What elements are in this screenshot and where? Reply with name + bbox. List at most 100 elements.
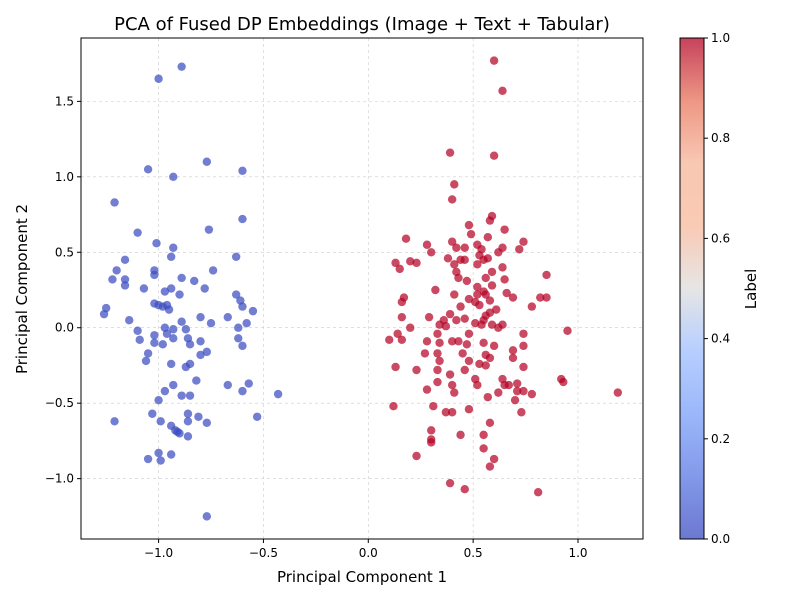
y-tick-label: −0.5 — [45, 396, 74, 410]
scatter-point-label-0 — [150, 270, 159, 280]
scatter-point-label-1 — [464, 329, 474, 338]
scatter-point-label-0 — [238, 166, 247, 175]
scatter-point-label-0 — [252, 412, 262, 421]
scatter-point-label-1 — [412, 258, 421, 268]
scatter-point-label-0 — [143, 165, 153, 174]
plot-frame — [80, 37, 644, 540]
scatter-point-label-1 — [391, 258, 400, 268]
scatter-point-label-1 — [485, 216, 495, 225]
scatter-point-label-0 — [183, 409, 193, 418]
colorbar-tick-label: 0.8 — [711, 131, 730, 145]
scatter-point-label-1 — [447, 195, 457, 204]
scatter-point-label-1 — [385, 335, 394, 345]
scatter-point-label-1 — [427, 248, 436, 257]
scatter-point-label-1 — [460, 243, 469, 252]
scatter-point-label-0 — [164, 305, 174, 314]
scatter-point-label-1 — [479, 430, 488, 440]
scatter-point-label-1 — [479, 444, 488, 453]
scatter-point-label-1 — [460, 255, 469, 265]
scatter-point-label-0 — [202, 418, 212, 428]
scatter-point-label-1 — [445, 370, 455, 379]
scatter-point-label-0 — [169, 243, 178, 252]
colorbar-label: Label — [742, 269, 760, 309]
scatter-point-label-1 — [422, 385, 432, 394]
scatter-point-label-1 — [498, 243, 507, 252]
scatter-point-label-1 — [445, 309, 455, 319]
scatter-point-label-0 — [200, 284, 209, 293]
y-tick-label: 1.5 — [55, 94, 74, 108]
scatter-point-label-1 — [500, 275, 509, 284]
scatter-point-label-0 — [177, 62, 186, 71]
x-tick-label: 0.5 — [464, 546, 483, 560]
scatter-point-label-0 — [183, 432, 193, 441]
scatter-point-label-0 — [273, 389, 283, 399]
scatter-point-label-1 — [454, 273, 463, 283]
scatter-point-label-1 — [483, 232, 493, 242]
scatter-point-label-0 — [175, 290, 184, 299]
scatter-point-label-1 — [542, 270, 551, 280]
scatter-point-label-1 — [460, 365, 469, 375]
scatter-point-label-0 — [139, 284, 149, 293]
scatter-point-label-0 — [152, 239, 161, 248]
scatter-point-label-1 — [427, 438, 436, 447]
scatter-point-label-1 — [527, 302, 537, 311]
scatter-point-label-0 — [156, 456, 165, 465]
scatter-point-label-1 — [542, 293, 551, 302]
colorbar-frame — [679, 37, 705, 540]
scatter-point-label-0 — [196, 337, 205, 346]
scatter-point-label-1 — [504, 380, 513, 390]
scatter-point-label-0 — [154, 74, 163, 83]
scatter-point-label-1 — [433, 377, 442, 387]
scatter-point-label-1 — [458, 349, 467, 358]
scatter-point-label-0 — [110, 417, 119, 426]
scatter-point-label-1 — [435, 356, 444, 366]
scatter-point-label-0 — [166, 252, 176, 262]
scatter-point-label-1 — [462, 276, 472, 286]
colorbar-tick-label: 0.6 — [711, 231, 730, 245]
scatter-point-label-0 — [133, 326, 142, 335]
scatter-point-label-1 — [456, 302, 465, 311]
scatter-point-label-0 — [120, 255, 130, 265]
scatter-point-label-0 — [169, 172, 178, 182]
scatter-point-label-1 — [464, 220, 474, 230]
scatter-point-label-0 — [169, 325, 178, 334]
scatter-point-label-1 — [475, 300, 484, 310]
scatter-point-label-1 — [393, 329, 402, 338]
scatter-point-label-0 — [175, 429, 184, 438]
scatter-point-label-1 — [435, 320, 444, 329]
scatter-point-label-1 — [483, 392, 493, 402]
scatter-point-label-0 — [238, 386, 247, 396]
scatter-point-label-1 — [454, 337, 463, 346]
scatter-point-label-1 — [510, 395, 520, 405]
scatter-point-label-1 — [420, 349, 430, 358]
colorbar-tick-label: 0.4 — [711, 332, 730, 346]
scatter-point-label-1 — [406, 257, 415, 266]
scatter-point-label-1 — [487, 281, 497, 290]
scatter-point-label-0 — [204, 225, 214, 234]
scatter-point-label-1 — [441, 322, 451, 331]
scatter-point-label-0 — [238, 341, 247, 351]
scatter-point-label-1 — [389, 402, 398, 411]
scatter-point-label-1 — [489, 454, 499, 464]
colorbar-ticks: 0.0 0.2 0.4 0.6 0.8 1.0 — [704, 31, 730, 546]
scatter-point-label-0 — [244, 379, 253, 388]
scatter-point-label-1 — [483, 254, 493, 263]
scatter-point-label-1 — [481, 290, 490, 299]
scatter-point-label-0 — [181, 325, 191, 334]
x-tick-label: −0.5 — [249, 546, 278, 560]
scatter-point-label-1 — [462, 340, 472, 349]
scatter-point-label-0 — [223, 380, 232, 390]
scatter-point-label-0 — [202, 157, 212, 166]
scatter-point-label-1 — [475, 359, 484, 369]
scatter-point-label-1 — [447, 337, 457, 346]
scatter-points — [99, 56, 623, 521]
scatter-point-label-0 — [158, 340, 167, 349]
y-tick-label: 0.5 — [55, 245, 74, 259]
y-axis-ticks: −1.0 −0.5 0.0 0.5 1.0 1.5 — [45, 94, 81, 486]
scatter-point-label-0 — [181, 362, 191, 372]
scatter-point-label-1 — [512, 386, 522, 396]
scatter-point-label-0 — [120, 281, 130, 290]
scatter-point-label-0 — [143, 349, 153, 358]
scatter-point-label-1 — [481, 273, 490, 283]
scatter-point-label-1 — [464, 294, 474, 304]
